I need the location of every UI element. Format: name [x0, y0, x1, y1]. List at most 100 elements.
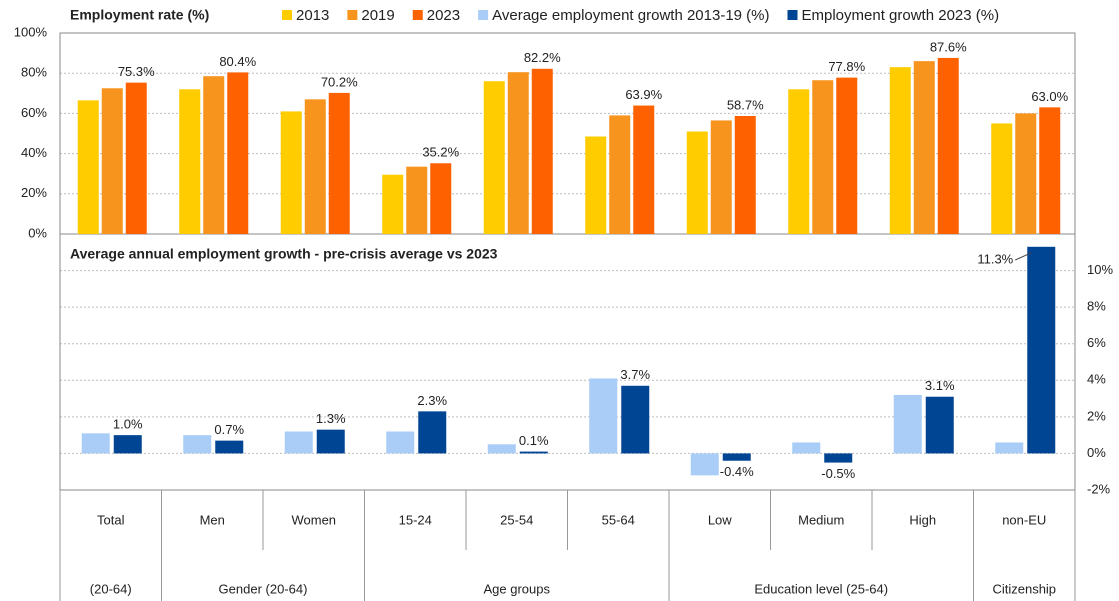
group-label: Gender (20-64)	[219, 581, 308, 596]
leader-line	[1015, 252, 1032, 261]
legend-label: 2023	[427, 7, 460, 24]
bar	[991, 123, 1013, 234]
data-label: 87.6%	[930, 39, 967, 54]
data-label: 0.1%	[519, 433, 549, 448]
y2-tick-label: 10%	[1087, 262, 1113, 277]
bar	[1015, 113, 1037, 234]
bar	[316, 429, 345, 454]
x-tick-label: Men	[200, 512, 225, 527]
bar	[824, 453, 853, 463]
y2-tick-label: 8%	[1087, 299, 1106, 314]
bar	[686, 131, 708, 234]
bar	[710, 120, 732, 234]
legend-swatch	[787, 10, 798, 20]
y2-tick-label: 4%	[1087, 372, 1106, 387]
data-label: -0.4%	[720, 464, 754, 479]
legend-label: Average employment growth 2013-19 (%)	[492, 7, 769, 24]
bar	[1039, 107, 1061, 234]
bar	[792, 442, 821, 454]
bar	[609, 115, 631, 234]
bar	[382, 174, 404, 234]
data-label: 2.3%	[417, 393, 447, 408]
data-label: 77.8%	[828, 59, 865, 74]
data-label: 80.4%	[219, 54, 256, 69]
y-tick-label: 60%	[21, 105, 47, 120]
bar	[386, 431, 415, 454]
y-tick-label: 40%	[21, 145, 47, 160]
bar	[589, 378, 618, 454]
data-label: 58.7%	[727, 97, 764, 112]
bar	[788, 89, 810, 234]
x-tick-label: 25-54	[500, 512, 533, 527]
bar	[621, 385, 650, 454]
data-label: 35.2%	[422, 145, 459, 160]
x-tick-label: 55-64	[602, 512, 635, 527]
bar	[519, 451, 548, 454]
bar	[937, 57, 959, 235]
bar	[995, 442, 1024, 454]
x-tick-label: Women	[291, 512, 336, 527]
bar	[280, 111, 302, 234]
bar	[125, 82, 147, 234]
bar	[722, 453, 751, 461]
bar	[633, 105, 655, 234]
data-label: 11.3%	[977, 251, 1013, 266]
bar	[203, 76, 225, 234]
legend-label: Employment growth 2023 (%)	[802, 7, 1000, 24]
bar	[81, 433, 110, 454]
data-label: 82.2%	[524, 50, 561, 65]
data-label: 3.7%	[620, 367, 650, 382]
group-label: Citizenship	[992, 581, 1056, 596]
x-tick-label: 15-24	[399, 512, 432, 527]
bar	[284, 431, 313, 454]
x-tick-label: Low	[708, 512, 732, 527]
bar	[836, 77, 858, 234]
x-tick-label: Total	[97, 512, 125, 527]
panel-title: Average annual employment growth - pre-c…	[70, 246, 498, 262]
bar	[418, 411, 447, 454]
bar	[487, 444, 516, 454]
bar	[304, 99, 326, 234]
data-label: 1.0%	[113, 417, 143, 432]
data-label: 70.2%	[321, 74, 358, 89]
x-tick-label: non-EU	[1002, 512, 1046, 527]
x-tick-label: Medium	[798, 512, 844, 527]
data-label: -0.5%	[821, 466, 855, 481]
data-label: 1.3%	[316, 411, 346, 426]
bar	[925, 396, 954, 454]
legend-swatch	[412, 10, 423, 20]
legend-swatch	[282, 10, 292, 20]
bar	[227, 72, 249, 234]
bar	[179, 89, 201, 234]
bar	[531, 68, 553, 234]
y-tick-label: 100%	[14, 24, 48, 39]
bar	[734, 116, 756, 234]
bar	[893, 394, 922, 454]
legend-swatch	[478, 10, 489, 20]
bar	[215, 440, 244, 454]
y2-tick-label: 6%	[1087, 335, 1106, 350]
x-tick-label: High	[909, 512, 936, 527]
bar	[1027, 246, 1056, 454]
y-tick-label: 20%	[21, 185, 47, 200]
y2-tick-label: 2%	[1087, 408, 1106, 423]
legend-label: 2013	[296, 7, 329, 24]
bar	[913, 61, 935, 234]
legend-label: 2019	[361, 7, 394, 24]
bar	[889, 67, 911, 234]
data-label: 0.7%	[214, 422, 244, 437]
bar	[328, 92, 350, 234]
group-label: (20-64)	[90, 581, 132, 596]
data-label: 63.9%	[625, 87, 662, 102]
bar	[77, 100, 99, 235]
y2-tick-label: -2%	[1087, 481, 1111, 496]
bar	[507, 72, 529, 234]
y2-tick-label: 0%	[1087, 445, 1106, 460]
y-tick-label: 80%	[21, 65, 47, 80]
group-label: Age groups	[484, 581, 551, 596]
data-label: 75.3%	[118, 64, 155, 79]
chart-title: Employment rate (%)	[70, 7, 209, 23]
bar	[812, 80, 834, 234]
bar	[585, 136, 607, 234]
